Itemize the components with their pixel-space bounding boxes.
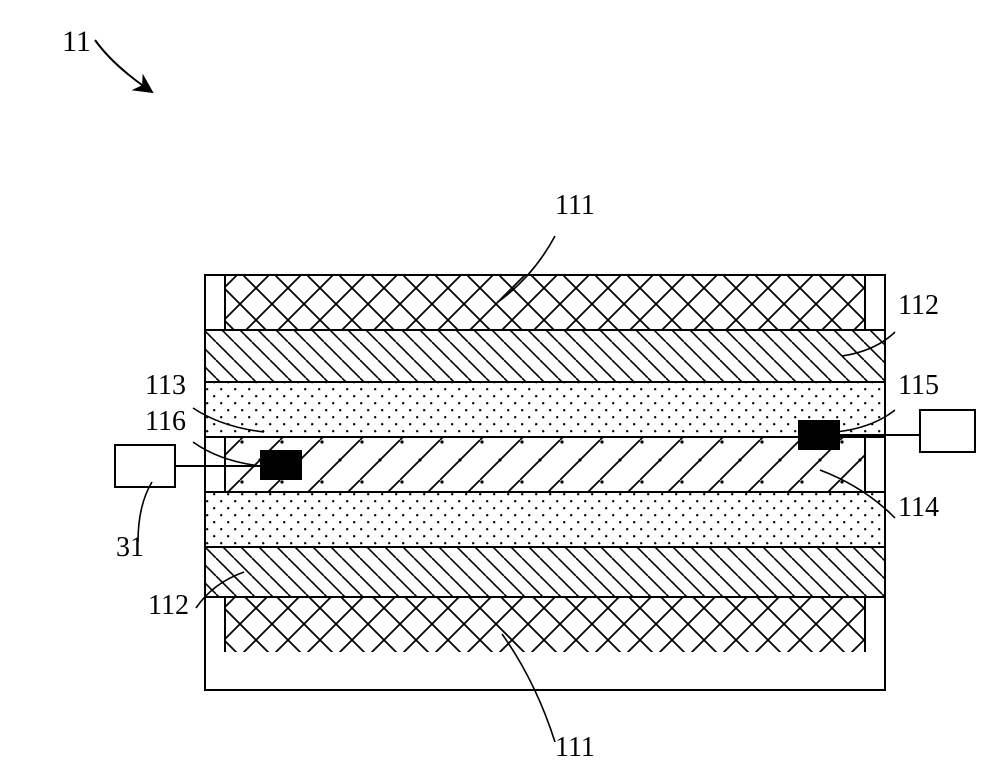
layer-dotted_bottom-pattern (205, 492, 885, 547)
layer-crosshatch_bottom-pattern (225, 597, 865, 652)
figure-ref-arrow (95, 40, 152, 92)
layer-diag_top-pattern (205, 330, 885, 382)
layered-diagram (95, 40, 975, 742)
external-box-left (115, 445, 175, 487)
sensor-left (260, 450, 302, 480)
sensor-right (798, 420, 840, 450)
layer-crosshatch_top-pattern (225, 275, 865, 330)
layer-diag_bottom-pattern (205, 547, 885, 597)
leader-31 (138, 482, 152, 542)
layer-dotted_top-pattern (205, 382, 885, 437)
layer-center-pattern (225, 437, 865, 492)
external-box-right (920, 410, 975, 452)
